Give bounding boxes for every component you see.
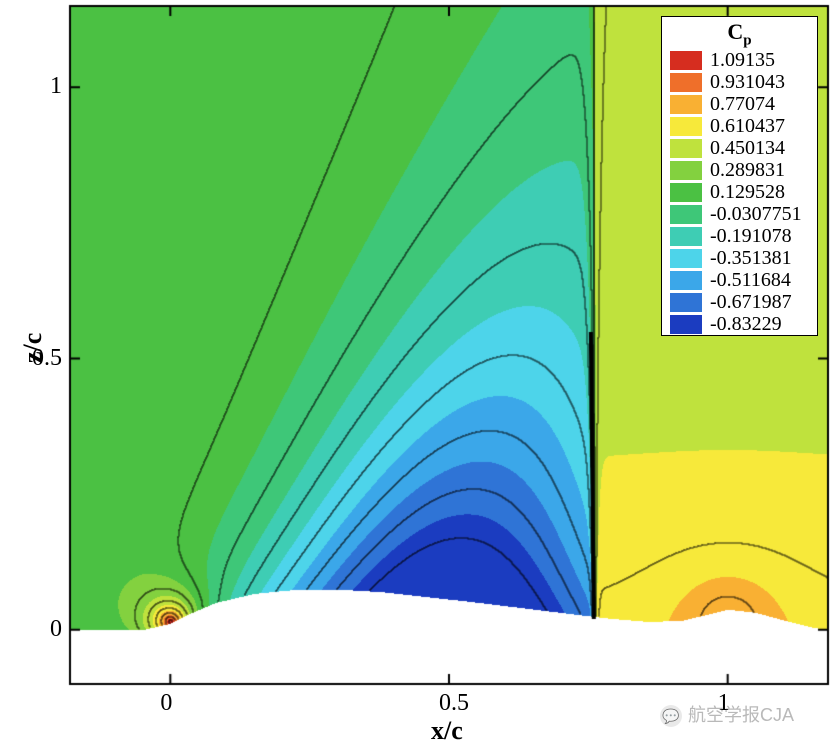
legend-title-main: C bbox=[727, 19, 743, 44]
legend-swatch bbox=[670, 249, 702, 268]
y-tick-label: 1 bbox=[50, 73, 62, 100]
legend-label: -0.511684 bbox=[710, 269, 791, 292]
y-tick-label: 0.5 bbox=[32, 345, 62, 372]
legend-label: -0.191078 bbox=[710, 225, 792, 248]
legend-label: -0.83229 bbox=[710, 313, 782, 336]
legend: Cp 1.091350.9310430.770740.6104370.45013… bbox=[661, 16, 818, 336]
legend-swatch bbox=[670, 139, 702, 158]
legend-swatch bbox=[670, 73, 702, 92]
legend-item: 0.77074 bbox=[662, 93, 817, 115]
legend-item: 1.09135 bbox=[662, 49, 817, 71]
legend-item: 0.610437 bbox=[662, 115, 817, 137]
watermark-text: 航空学报CJA bbox=[688, 705, 794, 725]
legend-swatch bbox=[670, 315, 702, 334]
x-tick-label: 0.5 bbox=[439, 690, 469, 717]
legend-label: 0.610437 bbox=[710, 115, 785, 138]
legend-item: 0.931043 bbox=[662, 71, 817, 93]
legend-swatch bbox=[670, 95, 702, 114]
legend-label: 0.450134 bbox=[710, 137, 785, 160]
legend-label: 0.289831 bbox=[710, 159, 785, 182]
legend-swatch bbox=[670, 117, 702, 136]
legend-swatch bbox=[670, 205, 702, 224]
legend-label: -0.0307751 bbox=[710, 203, 802, 226]
legend-swatch bbox=[670, 183, 702, 202]
legend-item: 0.450134 bbox=[662, 137, 817, 159]
legend-swatch bbox=[670, 51, 702, 70]
legend-label: -0.351381 bbox=[710, 247, 792, 270]
legend-swatch bbox=[670, 271, 702, 290]
legend-item: 0.129528 bbox=[662, 181, 817, 203]
y-tick-label: 0 bbox=[50, 616, 62, 643]
legend-label: 0.77074 bbox=[710, 93, 775, 116]
x-axis-label: x/c bbox=[431, 716, 463, 746]
x-tick-label: 1 bbox=[718, 690, 730, 717]
legend-label: -0.671987 bbox=[710, 291, 792, 314]
legend-item: -0.0307751 bbox=[662, 203, 817, 225]
legend-item: -0.351381 bbox=[662, 247, 817, 269]
legend-swatch bbox=[670, 161, 702, 180]
legend-title-sub: p bbox=[743, 32, 751, 48]
legend-item: -0.191078 bbox=[662, 225, 817, 247]
legend-label: 0.129528 bbox=[710, 181, 785, 204]
legend-item: -0.511684 bbox=[662, 269, 817, 291]
legend-swatch bbox=[670, 293, 702, 312]
x-tick-label: 0 bbox=[160, 690, 172, 717]
legend-item: 0.289831 bbox=[662, 159, 817, 181]
chart-container: { "chart": { "type": "contour-filled", "… bbox=[0, 0, 834, 745]
legend-title: Cp bbox=[662, 17, 817, 49]
legend-label: 1.09135 bbox=[710, 49, 775, 72]
legend-item: -0.83229 bbox=[662, 313, 817, 335]
legend-label: 0.931043 bbox=[710, 71, 785, 94]
legend-item: -0.671987 bbox=[662, 291, 817, 313]
legend-swatch bbox=[670, 227, 702, 246]
watermark-icon: 💬 bbox=[660, 705, 682, 727]
